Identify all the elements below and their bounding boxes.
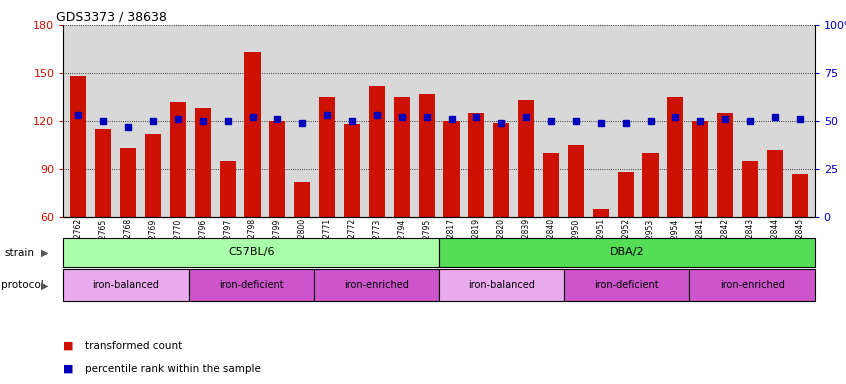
Bar — [269, 121, 285, 217]
Bar — [493, 122, 509, 217]
Bar — [766, 150, 783, 217]
Text: iron-deficient: iron-deficient — [219, 280, 283, 290]
Bar — [170, 102, 186, 217]
Text: iron-balanced: iron-balanced — [468, 280, 536, 290]
Text: C57BL/6: C57BL/6 — [228, 247, 274, 258]
Bar — [689, 269, 815, 301]
Text: GDS3373 / 38638: GDS3373 / 38638 — [56, 11, 167, 24]
Bar — [568, 145, 584, 217]
Text: ■: ■ — [63, 364, 78, 374]
Bar — [145, 134, 161, 217]
Bar — [189, 269, 314, 301]
Bar — [294, 182, 310, 217]
Bar — [439, 269, 564, 301]
Bar — [419, 94, 435, 217]
Bar — [120, 148, 136, 217]
Text: strain: strain — [4, 248, 34, 258]
Bar — [593, 209, 609, 217]
Text: iron-deficient: iron-deficient — [595, 280, 659, 290]
Bar — [742, 161, 758, 217]
Bar — [220, 161, 236, 217]
Bar — [642, 153, 658, 217]
Text: iron-enriched: iron-enriched — [344, 280, 409, 290]
Bar — [314, 269, 439, 301]
Bar — [344, 124, 360, 217]
Bar — [792, 174, 808, 217]
Bar — [543, 153, 559, 217]
Bar — [195, 108, 211, 217]
Bar — [70, 76, 86, 217]
Bar — [244, 52, 261, 217]
Text: ▶: ▶ — [41, 248, 48, 258]
Bar — [564, 269, 689, 301]
Text: iron-enriched: iron-enriched — [720, 280, 784, 290]
Bar — [393, 97, 409, 217]
Bar — [443, 121, 459, 217]
Bar — [319, 97, 335, 217]
Bar — [95, 129, 112, 217]
Bar — [469, 113, 485, 217]
Text: transformed count: transformed count — [85, 341, 182, 351]
Text: DBA/2: DBA/2 — [610, 247, 644, 258]
Text: protocol: protocol — [1, 280, 44, 290]
Bar — [518, 100, 534, 217]
Bar — [369, 86, 385, 217]
Text: iron-balanced: iron-balanced — [92, 280, 160, 290]
Bar — [667, 97, 684, 217]
Bar — [618, 172, 634, 217]
Text: ■: ■ — [63, 341, 78, 351]
Bar — [717, 113, 733, 217]
Text: percentile rank within the sample: percentile rank within the sample — [85, 364, 261, 374]
Bar — [63, 269, 189, 301]
Text: ▶: ▶ — [41, 280, 48, 290]
Bar — [692, 121, 708, 217]
Bar — [63, 238, 439, 267]
Bar — [439, 238, 815, 267]
